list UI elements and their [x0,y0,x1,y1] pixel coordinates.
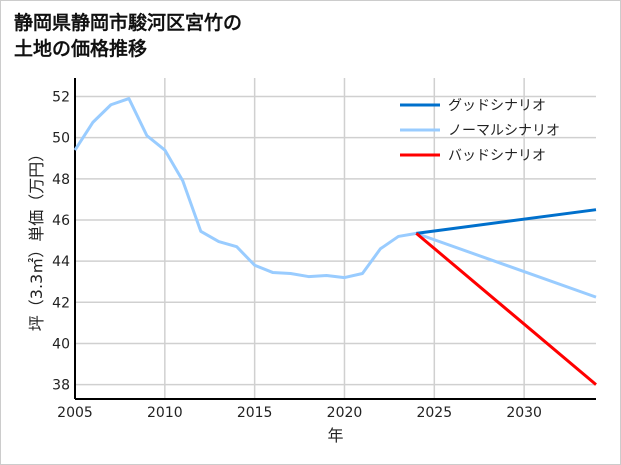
chart-title: 静岡県静岡市駿河区宮竹の 土地の価格推移 [14,10,242,62]
chart-title-line-2: 土地の価格推移 [14,38,148,60]
x-tick-label: 2015 [237,405,273,421]
x-tick-label: 2020 [327,405,363,421]
y-tick-label: 52 [52,90,70,106]
y-tick-label: 42 [52,295,70,311]
y-tick-label: 46 [52,213,70,229]
x-tick-label: 2030 [506,405,542,421]
legend-label: バッドシナリオ [448,148,546,164]
series-line-0 [416,208,597,235]
y-tick-label: 48 [52,172,70,188]
x-tick-label: 2010 [147,405,183,421]
legend-label: グッドシナリオ [448,98,546,114]
y-tick-label: 44 [52,254,70,270]
y-tick-label: 38 [52,378,70,394]
y-tick-label: 50 [52,131,70,147]
series-line-2 [415,232,597,386]
y-tick-label: 40 [52,336,70,352]
x-tick-label: 2005 [57,405,93,421]
y-axis-label: 坪（3.3㎡）単価（万円） [27,146,46,331]
legend-label: ノーマルシナリオ [448,123,560,139]
x-axis-label: 年 [327,426,343,445]
chart-title-line-1: 静岡県静岡市駿河区宮竹の [14,12,243,34]
x-tick-label: 2025 [416,405,452,421]
